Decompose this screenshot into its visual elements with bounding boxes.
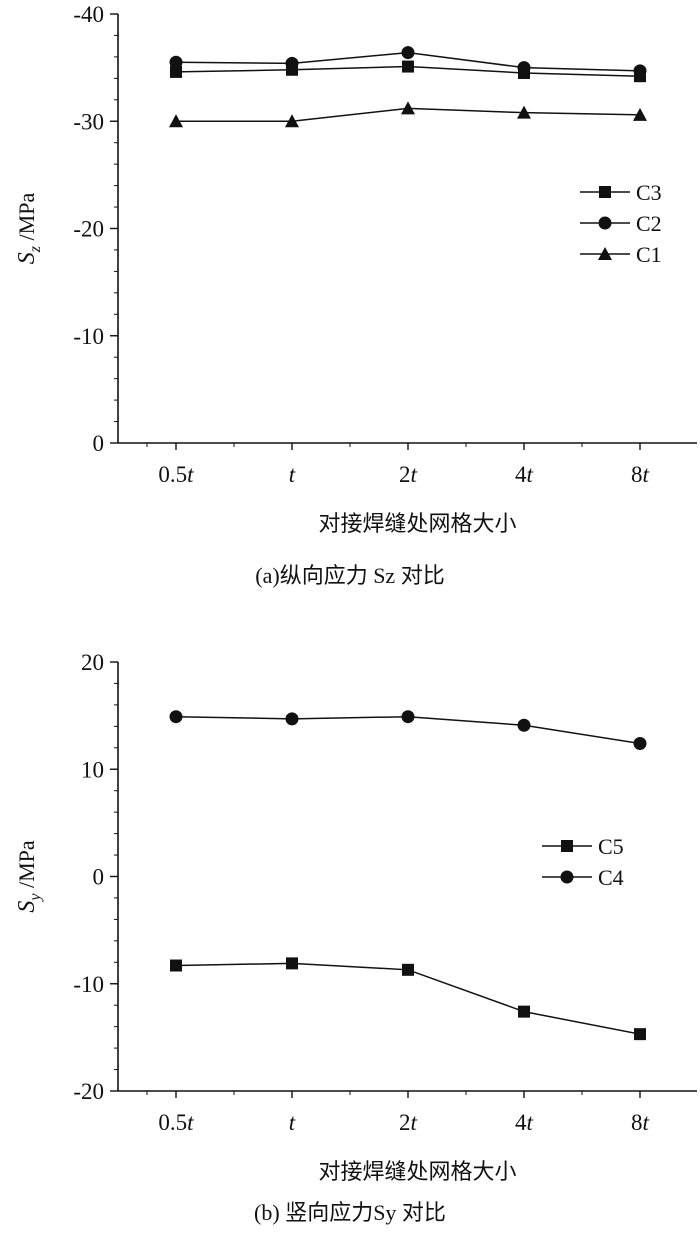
chart-b-y-tick-label: -20	[73, 1079, 104, 1104]
chart-b-series-c5	[170, 957, 646, 1041]
chart-a-legend-marker	[599, 186, 611, 198]
chart-a-legend-item-c2: C2	[580, 211, 662, 236]
chart-a-x-tick-label: 0.5t	[158, 462, 194, 487]
chart-b-data-point	[633, 737, 647, 751]
chart-b-y-tick-label: 20	[81, 650, 104, 675]
chart-b-y-tick-label: 0	[93, 865, 105, 890]
chart-a-x-tick-label-t: t	[411, 462, 418, 487]
chart-a-x-tick-label-num: 8	[631, 462, 643, 487]
chart-b-x-tick-label-t: t	[411, 1110, 418, 1135]
chart-a-x-tick-label: 2t	[399, 462, 418, 487]
chart-b-data-point	[517, 718, 531, 732]
chart-a-y-axis-title-s: S	[14, 252, 40, 264]
chart-b-x-tick-label: 8t	[631, 1110, 650, 1135]
chart-a-y-axis-title-unit: /MPa	[14, 193, 39, 246]
chart-a-data-point	[401, 101, 415, 115]
chart-a-y-tick-label: -20	[73, 217, 104, 242]
chart-b-x-tick-label-num: 2	[399, 1110, 411, 1135]
chart-b-series-c4	[169, 710, 647, 751]
chart-b-legend-item-c5: C5	[542, 834, 624, 859]
chart-b-x-tick-label: 0.5t	[158, 1110, 194, 1135]
chart-b-y-axis-title-unit: /MPa	[14, 840, 39, 893]
chart-b-data-point	[170, 959, 182, 972]
chart-a-x-tick-label: 8t	[631, 462, 650, 487]
chart-b-legend-marker	[561, 840, 573, 852]
chart-a-data-point	[517, 105, 531, 119]
chart-b-y-axis-title: Sy /MPa	[14, 840, 44, 913]
chart-a-y-tick-label: -10	[73, 324, 104, 349]
chart-a-y-tick-label: 0	[93, 431, 105, 456]
chart-a-data-point	[401, 46, 415, 60]
chart-a-x-tick-label: 4t	[515, 462, 534, 487]
chart-a-data-point	[169, 55, 183, 69]
chart-a-legend-marker	[598, 247, 612, 260]
chart-a-data-point	[633, 64, 647, 78]
chart-b-x-tick-label-t: t	[187, 1110, 194, 1135]
chart-a-x-tick-label-t: t	[643, 462, 650, 487]
chart-a-data-point	[170, 65, 182, 78]
chart-a-legend-label: C1	[636, 242, 662, 267]
chart-a-y-tick-label: -40	[73, 2, 104, 27]
chart-a-data-point	[402, 60, 414, 73]
chart-b-data-point	[169, 710, 183, 724]
chart-a-data-point	[285, 56, 299, 70]
chart-b-data-point	[286, 957, 298, 970]
chart-b-y-axis-title-s: S	[14, 901, 40, 913]
chart-a-series-c3	[170, 60, 646, 83]
chart-panel-b: 20 10 0 -10 -20 0.5t t 2t 4t 8t 对接焊缝处网格大小 Sy /MPa C5…	[0, 620, 700, 1243]
chart-a-x-tick-label-num: 4	[515, 462, 527, 487]
chart-b-x-axis-title: 对接焊缝处网格大小	[318, 1159, 516, 1184]
chart-a-y-tick-label: -30	[73, 109, 104, 134]
chart-b-x-tick-label-t: t	[289, 1110, 296, 1135]
chart-a-y-axis-title: Sz /MPa	[14, 193, 44, 265]
chart-a-legend-label: C2	[636, 211, 662, 236]
chart-b-y-tick-label: 10	[81, 757, 104, 782]
chart-b-x-tick-label: 4t	[515, 1110, 534, 1135]
chart-a-data-point	[169, 114, 183, 128]
chart-a-legend-label: C3	[636, 180, 662, 205]
chart-a-caption-text: (a)纵向应力 Sz 对比	[255, 563, 445, 588]
chart-b-x-tick-label-num: 8	[631, 1110, 643, 1135]
chart-panel-a: -40 -30 -20 -10 0 0.5t t 2t 4t 8t 对接焊缝处网格大小 Sz /MPa…	[0, 0, 700, 620]
chart-b-legend-label: C5	[598, 834, 624, 859]
chart-a-x-tick-label: t	[289, 462, 296, 487]
chart-b-x-tick-label-t: t	[527, 1110, 534, 1135]
chart-a-legend-item-c1: C1	[580, 242, 662, 267]
chart-a-caption: (a)纵向应力 Sz 对比	[0, 558, 700, 590]
chart-b-x-tick-label-t: t	[643, 1110, 650, 1135]
chart-a-y-axis-title-sub: z	[27, 245, 44, 253]
chart-a-x-tick-label-t: t	[187, 462, 194, 487]
chart-a-series-c2	[169, 46, 647, 78]
chart-b-data-point	[285, 712, 299, 726]
chart-a-x-tick-label-num: 2	[399, 462, 411, 487]
chart-b-x-tick-label-num: 4	[515, 1110, 527, 1135]
chart-b-x-tick-label: 2t	[399, 1110, 418, 1135]
chart-b-data-point	[402, 963, 414, 976]
chart-b-data-point	[634, 1028, 646, 1041]
chart-b-x-tick-label-num: 0.5	[158, 1110, 187, 1135]
chart-a-data-point	[633, 107, 647, 121]
chart-a-x-tick-label-t: t	[289, 462, 296, 487]
chart-b-y-axis-title-sub: y	[27, 893, 44, 903]
chart-a-data-point	[517, 61, 531, 75]
chart-a-legend-marker	[598, 216, 612, 230]
chart-b-x-tick-label: t	[289, 1110, 296, 1135]
chart-b-caption-text: (b) 竖向应力Sy 对比	[254, 1200, 446, 1225]
chart-b-y-tick-label: -10	[73, 972, 104, 997]
chart-a-x-tick-label-num: 0.5	[158, 462, 187, 487]
chart-b-legend-item-c4: C4	[542, 865, 624, 890]
chart-a-series-c1	[169, 101, 647, 128]
chart-b-data-point	[518, 1005, 530, 1018]
chart-a-data-point	[285, 114, 299, 128]
chart-b-legend-label: C4	[598, 865, 624, 890]
chart-a-legend-item-c3: C3	[580, 180, 662, 205]
chart-a-x-tick-label-t: t	[527, 462, 534, 487]
chart-b-data-point	[401, 710, 415, 724]
chart-b-legend-marker	[560, 870, 574, 884]
chart-b-caption: (b) 竖向应力Sy 对比	[0, 1195, 700, 1227]
chart-a-x-axis-title: 对接焊缝处网格大小	[318, 511, 516, 536]
